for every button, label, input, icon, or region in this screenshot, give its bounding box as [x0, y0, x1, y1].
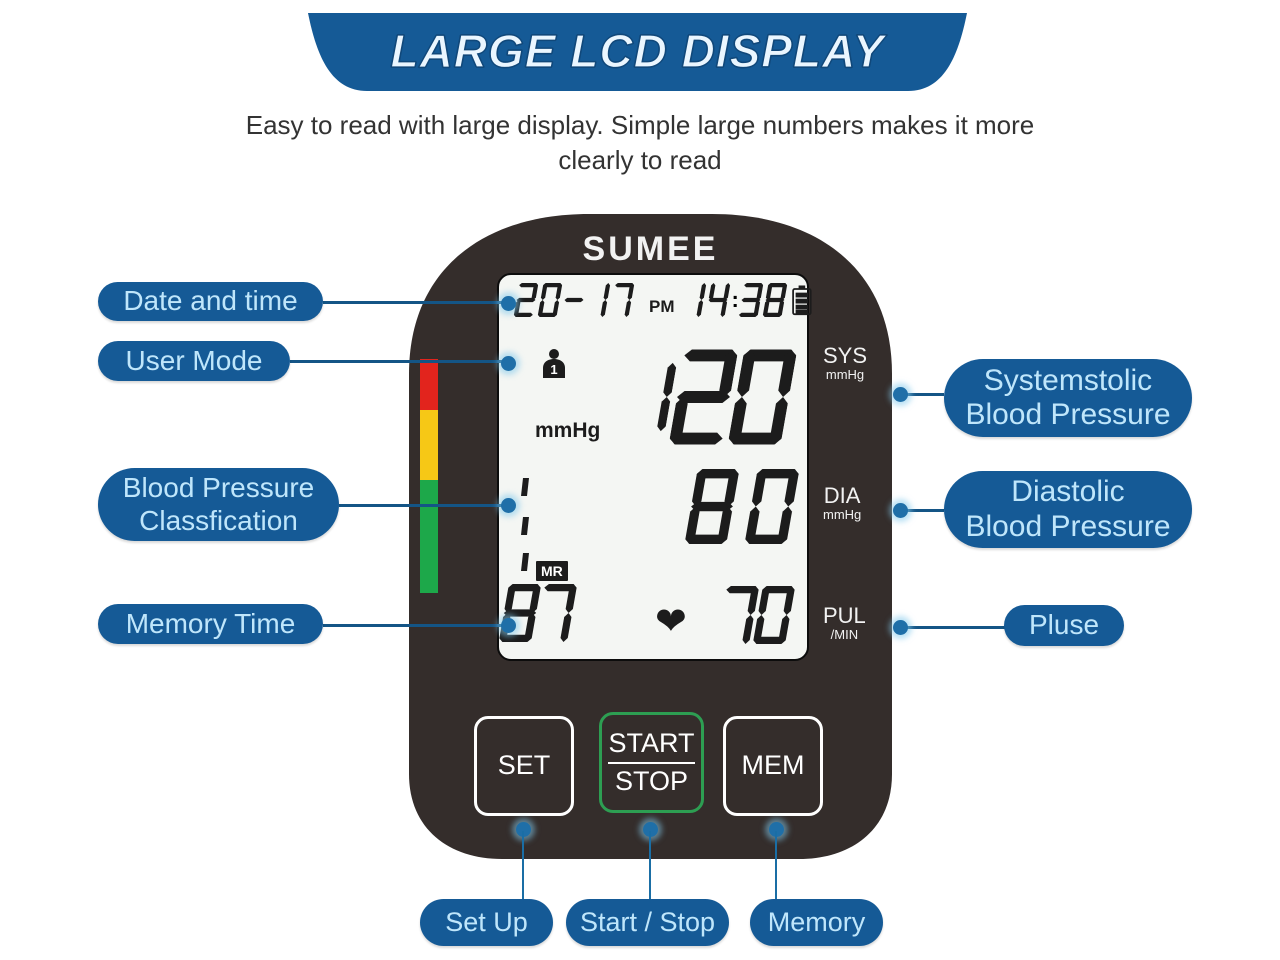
svg-text:1: 1 [550, 362, 557, 377]
